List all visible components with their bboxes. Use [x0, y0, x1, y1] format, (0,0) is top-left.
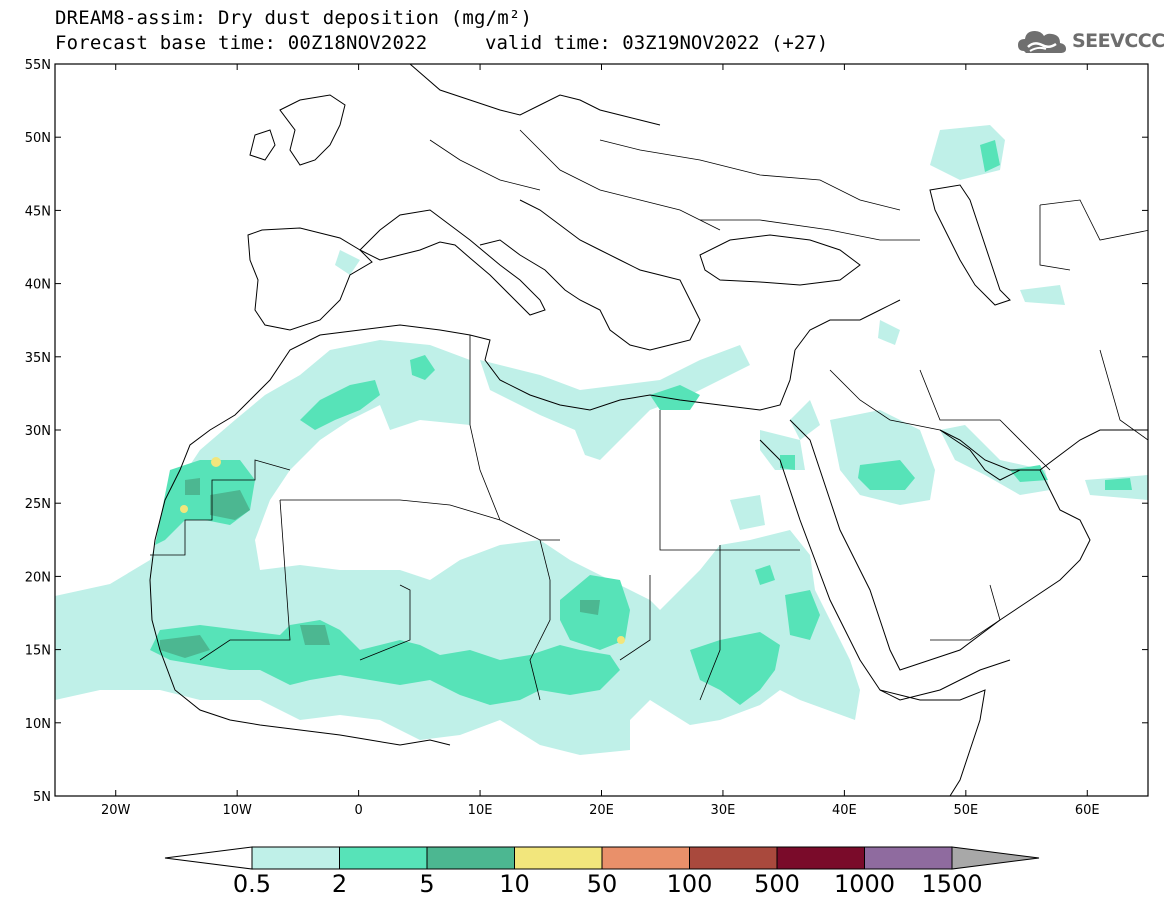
coastlines — [149, 64, 1148, 796]
colorbar-segment — [776, 846, 865, 870]
colorbar-segment — [514, 846, 603, 870]
colorbar-segment — [601, 846, 690, 870]
forecast-base-time: Forecast base time: 00Z18NOV2022 — [55, 32, 428, 54]
lat-label: 10N — [25, 717, 51, 732]
valid-time: valid time: 03Z19NOV2022 (+27) — [485, 32, 829, 54]
colorbar-label: 1000 — [834, 870, 895, 898]
colorbar-label: 0.5 — [233, 870, 271, 898]
seevccc-logo: SEEVCCC — [1016, 24, 1165, 58]
lat-label: 45N — [25, 204, 51, 219]
colorbar-under-triangle — [164, 846, 253, 870]
country-borders — [150, 129, 1148, 701]
logo-text: SEEVCCC — [1072, 30, 1165, 52]
longitude-axis: 20W 10W 0 10E 20E 30E 40E 50E 60E — [101, 64, 1100, 818]
lon-label: 10E — [468, 803, 493, 818]
cloud-icon — [1018, 31, 1066, 53]
lat-label: 50N — [25, 131, 51, 146]
lon-label: 0 — [354, 803, 362, 818]
colorbar: 0.5 2 5 10 50 100 500 1000 1500 — [164, 846, 1040, 898]
lat-label: 15N — [25, 644, 51, 659]
lat-label: 20N — [25, 570, 51, 585]
lat-label: 35N — [25, 351, 51, 366]
lat-label: 25N — [25, 497, 51, 512]
lon-label: 10W — [222, 803, 252, 818]
colorbar-segment — [426, 846, 515, 870]
lon-label: 20W — [101, 803, 131, 818]
map-title: DREAM8-assim: Dry dust deposition (mg/m²… — [55, 7, 533, 29]
lon-label: 50E — [953, 803, 978, 818]
colorbar-label: 100 — [667, 870, 713, 898]
colorbar-label: 1500 — [921, 870, 982, 898]
colorbar-label: 2 — [332, 870, 347, 898]
lat-label: 40N — [25, 278, 51, 293]
colorbar-segment — [864, 846, 953, 870]
lon-label: 60E — [1075, 803, 1100, 818]
lat-label: 30N — [25, 424, 51, 439]
colorbar-label: 10 — [499, 870, 530, 898]
lon-label: 30E — [711, 803, 736, 818]
lon-label: 40E — [832, 803, 857, 818]
colorbar-segment — [689, 846, 778, 870]
lon-label: 20E — [589, 803, 614, 818]
colorbar-label: 5 — [419, 870, 434, 898]
lat-label: 5N — [33, 790, 51, 805]
colorbar-segment — [251, 846, 340, 870]
latitude-axis: 55N 50N 45N 40N 35N 30N 25N 20N 15N 10N 5N — [25, 58, 1148, 805]
colorbar-segment — [339, 846, 428, 870]
colorbar-over-triangle — [951, 846, 1040, 870]
colorbar-label: 500 — [754, 870, 800, 898]
lat-label: 55N — [25, 58, 51, 73]
colorbar-label: 50 — [587, 870, 618, 898]
dust-shading — [55, 125, 1148, 755]
